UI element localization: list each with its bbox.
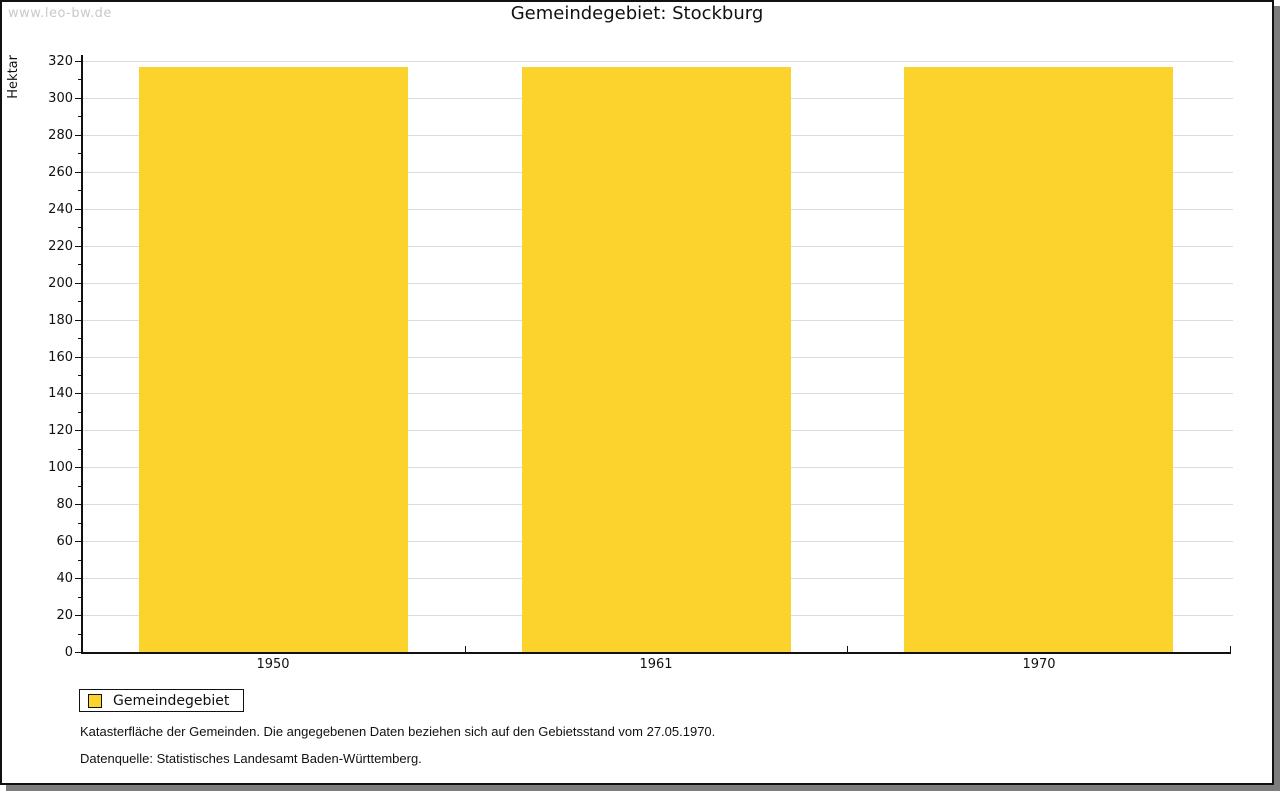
gridline-y-320: [83, 61, 1233, 62]
y-major-tick-200: [75, 283, 82, 284]
y-minor-tick-50: [78, 560, 82, 561]
y-major-tick-180: [75, 320, 82, 321]
bar-1950: [139, 67, 408, 652]
y-tick-label-320: 320: [48, 54, 73, 69]
y-tick-label-20: 20: [56, 608, 73, 623]
y-major-tick-0: [75, 652, 82, 653]
x-tick-label-1970: 1970: [1022, 657, 1056, 672]
y-major-tick-260: [75, 172, 82, 173]
y-minor-tick-290: [78, 116, 82, 117]
y-minor-tick-270: [78, 153, 82, 154]
y-tick-label-100: 100: [48, 460, 73, 475]
y-major-tick-20: [75, 615, 82, 616]
y-major-tick-160: [75, 357, 82, 358]
y-tick-label-220: 220: [48, 239, 73, 254]
y-tick-label-60: 60: [56, 534, 73, 549]
x-axis-line: [81, 652, 1231, 654]
y-tick-label-280: 280: [48, 128, 73, 143]
y-major-tick-60: [75, 541, 82, 542]
x-tick-label-1950: 1950: [256, 657, 290, 672]
y-tick-label-240: 240: [48, 202, 73, 217]
footer-source: Datenquelle: Statistisches Landesamt Bad…: [80, 751, 422, 766]
y-tick-label-300: 300: [48, 91, 73, 106]
y-minor-tick-190: [78, 301, 82, 302]
y-minor-tick-170: [78, 338, 82, 339]
y-minor-tick-30: [78, 597, 82, 598]
y-tick-label-40: 40: [56, 571, 73, 586]
bar-1970: [904, 67, 1173, 652]
y-major-tick-240: [75, 209, 82, 210]
y-major-tick-100: [75, 467, 82, 468]
watermark: www.leo-bw.de: [8, 6, 112, 21]
y-axis-title: Hektar: [6, 55, 21, 99]
legend: Gemeindegebiet: [79, 689, 245, 712]
x-boundary-tick-2: [847, 646, 848, 652]
y-tick-label-160: 160: [48, 350, 73, 365]
y-major-tick-80: [75, 504, 82, 505]
y-minor-tick-310: [78, 79, 82, 80]
y-tick-label-180: 180: [48, 313, 73, 328]
y-minor-tick-210: [78, 264, 82, 265]
y-minor-tick-110: [78, 449, 82, 450]
y-tick-label-140: 140: [48, 386, 73, 401]
y-tick-label-260: 260: [48, 165, 73, 180]
y-tick-label-200: 200: [48, 276, 73, 291]
y-minor-tick-230: [78, 227, 82, 228]
y-major-tick-320: [75, 61, 82, 62]
bar-1961: [522, 67, 791, 652]
y-tick-label-80: 80: [56, 497, 73, 512]
y-major-tick-220: [75, 246, 82, 247]
x-boundary-tick-1: [465, 646, 466, 652]
y-tick-label-0: 0: [64, 645, 73, 660]
footer-note: Katasterfläche der Gemeinden. Die angege…: [80, 724, 716, 739]
y-minor-tick-250: [78, 190, 82, 191]
y-major-tick-280: [75, 135, 82, 136]
x-tick-label-1961: 1961: [639, 657, 673, 672]
x-boundary-tick-3: [1230, 646, 1231, 652]
y-minor-tick-10: [78, 634, 82, 635]
y-tick-label-120: 120: [48, 423, 73, 438]
legend-label: Gemeindegebiet: [113, 692, 230, 709]
legend-swatch-gemeindegebiet: [88, 693, 102, 708]
y-minor-tick-70: [78, 523, 82, 524]
y-major-tick-300: [75, 98, 82, 99]
y-minor-tick-150: [78, 375, 82, 376]
y-major-tick-120: [75, 430, 82, 431]
y-major-tick-40: [75, 578, 82, 579]
chart-title: Gemeindegebiet: Stockburg: [510, 3, 764, 24]
y-major-tick-140: [75, 393, 82, 394]
y-minor-tick-130: [78, 412, 82, 413]
y-minor-tick-90: [78, 486, 82, 487]
y-axis-line: [81, 55, 83, 654]
